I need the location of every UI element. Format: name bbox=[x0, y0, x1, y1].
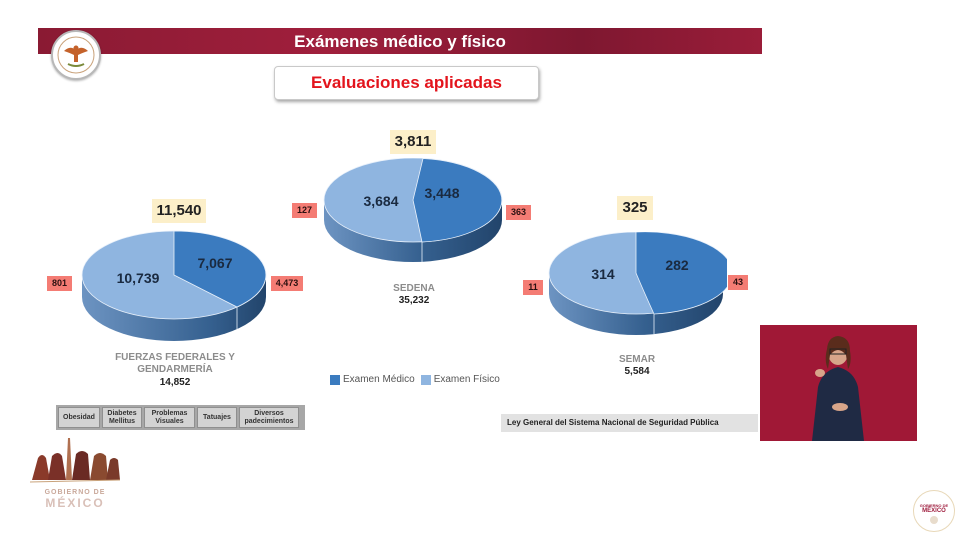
fisico-value: 3,684 bbox=[363, 193, 398, 209]
logo-text: GOBIERNO DE bbox=[919, 503, 949, 508]
button-label: padecimientos bbox=[244, 417, 294, 425]
medico-value: 3,448 bbox=[424, 185, 459, 201]
annotation-tag: 801 bbox=[47, 276, 72, 291]
logo-text: MÉXICO bbox=[922, 508, 946, 514]
heroes-mural-icon bbox=[29, 438, 121, 483]
pie-chart-sedena: 3,448 3,684 bbox=[323, 158, 503, 262]
legend-swatch-medico bbox=[330, 374, 340, 385]
pie-chart-semar: 282 314 bbox=[548, 232, 727, 335]
logo-text: MÉXICO bbox=[45, 496, 105, 510]
problemas-visuales-button[interactable]: Problemas Visuales bbox=[144, 407, 195, 428]
group-name: FUERZAS FEDERALES Y GENDARMERÍA bbox=[80, 352, 270, 376]
fisico-value: 10,739 bbox=[117, 270, 160, 286]
seal-icon bbox=[930, 516, 938, 524]
page-title: Exámenes médico y físico bbox=[294, 32, 506, 51]
button-label: Diversos bbox=[254, 409, 284, 417]
annotation-tag: 127 bbox=[292, 203, 317, 218]
chart-legend: Examen Médico Examen Físico bbox=[330, 374, 500, 385]
evaluated-total-badge: 325 bbox=[617, 196, 653, 220]
gobierno-de-mexico-logo: GOBIERNO DE MÉXICO bbox=[913, 490, 955, 532]
legend-label-fisico: Examen Físico bbox=[433, 374, 500, 385]
law-reference: Ley General del Sistema Nacional de Segu… bbox=[501, 414, 758, 432]
annotation-tag: 363 bbox=[506, 205, 531, 220]
group-total: 35,232 bbox=[398, 295, 430, 306]
button-label: Mellitus bbox=[108, 417, 136, 425]
fisico-value: 314 bbox=[591, 266, 615, 282]
group-name-line: GENDARMERÍA bbox=[137, 364, 213, 375]
obesidad-button[interactable]: Obesidad bbox=[58, 407, 100, 428]
gobierno-de-mexico-mural-logo: GOBIERNO DE MÉXICO bbox=[28, 436, 122, 520]
button-label: Tatuajes bbox=[203, 413, 231, 421]
legend-swatch-fisico bbox=[420, 374, 431, 385]
coat-of-arms-icon bbox=[51, 30, 101, 80]
diversos-padecimientos-button[interactable]: Diversos padecimientos bbox=[239, 407, 299, 428]
medico-value: 7,067 bbox=[197, 255, 232, 271]
legend-label-medico: Examen Médico bbox=[343, 374, 415, 385]
button-label: Visuales bbox=[155, 417, 184, 425]
medico-value: 282 bbox=[665, 257, 689, 273]
button-label: Problemas bbox=[151, 409, 188, 417]
section-subtitle: Evaluaciones aplicadas bbox=[274, 66, 539, 100]
group-total: 5,584 bbox=[624, 366, 650, 377]
group-name: SEMAR bbox=[618, 354, 656, 365]
group-name: SEDENA bbox=[393, 283, 435, 294]
interpreter-figure-icon bbox=[812, 336, 864, 441]
button-label: Obesidad bbox=[63, 413, 95, 421]
annotation-tag: 11 bbox=[523, 280, 543, 295]
tatuajes-button[interactable]: Tatuajes bbox=[197, 407, 237, 428]
annotation-tag: 4,473 bbox=[271, 276, 303, 291]
header-bar: Exámenes médico y físico bbox=[38, 28, 762, 54]
diabetes-mellitus-button[interactable]: Diabetes Mellitus bbox=[102, 407, 142, 428]
button-label: Diabetes bbox=[107, 409, 137, 417]
pie-chart-fuerzas-federales: 7,067 10,739 bbox=[81, 230, 267, 341]
logo-text: GOBIERNO DE bbox=[44, 489, 106, 496]
sign-language-interpreter-video bbox=[760, 325, 917, 441]
group-name-line: FUERZAS FEDERALES Y bbox=[115, 352, 235, 363]
group-total: 14,852 bbox=[159, 377, 191, 388]
annotation-tag: 43 bbox=[728, 275, 748, 290]
evaluated-total-badge: 3,811 bbox=[390, 130, 436, 154]
evaluated-total-badge: 11,540 bbox=[152, 199, 206, 223]
condition-button-bar: Obesidad Diabetes Mellitus Problemas Visua… bbox=[56, 405, 305, 430]
